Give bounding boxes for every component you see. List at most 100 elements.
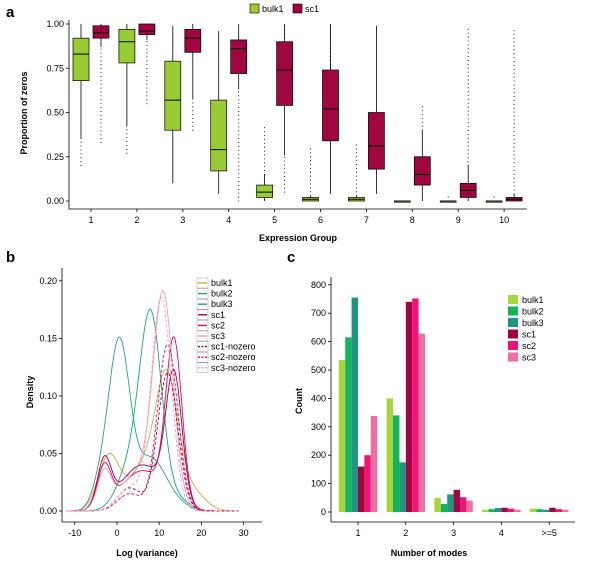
outlier-point [80,157,82,159]
legend-key-box-sc3-nozero [196,362,209,373]
outlier-point [100,106,102,109]
outlier-point [238,161,240,163]
outlier-point [467,133,469,135]
panel-c-ytick-label: 100 [311,479,326,489]
outlier-point [513,88,515,90]
outlier-point [513,41,515,43]
outlier-point [100,60,102,62]
outlier-point [284,156,286,158]
outlier-point [467,48,469,50]
panel-b-ytick-label: 0.05 [39,448,57,458]
outlier-point [238,91,240,93]
outlier-point [329,48,332,50]
outlier-point [513,123,515,125]
outlier-point [467,52,469,54]
outlier-point [238,173,240,175]
outlier-point [329,28,332,30]
outlier-point [146,48,148,50]
outlier-point [355,160,357,162]
outlier-point [513,84,515,86]
outlier-point [513,107,515,109]
panel-b-xlabel: Log (variance) [116,548,178,558]
outlier-point [264,131,266,133]
box-sc1-6 [322,69,339,142]
outlier-point [467,28,469,30]
legend-key-box-sc3 [196,330,209,342]
panel-a: a Proportion of zeros Expression Group 0… [6,3,527,243]
outlier-point [238,180,240,183]
legend-key-box-bulk1 [196,277,209,289]
outlier-point [513,173,515,175]
outlier-point [238,149,240,151]
bar-bulk3-1 [351,297,358,512]
outlier-point [467,44,469,46]
outlier-point [238,145,240,148]
bar-bulk1-3 [434,497,441,512]
box-sc1-5 [276,41,293,106]
panel-a-xtick-label: 4 [226,215,231,225]
box-bulk1-1 [72,37,90,81]
outlier-point [467,32,469,34]
outlier-point [513,189,515,191]
outlier-point [513,92,515,94]
outlier-point [100,142,102,144]
box-sc1-4 [230,39,248,74]
outlier-point [467,145,469,147]
outlier-point [467,79,469,81]
outlier-point [192,129,194,131]
outlier-point [100,103,102,105]
panel-c-ytick-label: 300 [311,422,326,432]
bar-sc2-3 [460,497,467,512]
panel-a-ytick-label: 0.00 [46,196,64,206]
outlier-point [355,187,357,189]
outlier-point [467,98,469,100]
outlier-point [192,102,194,104]
outlier-point [284,191,286,193]
outlier-point [513,96,515,98]
outlier-point [467,71,469,73]
outlier-point [284,183,286,185]
panel-b-xtick-label: 10 [154,528,164,538]
legend-label-bulk2: bulk2 [211,289,233,299]
outlier-point [100,99,102,101]
outlier-point [493,200,495,202]
panel-b: b Density Log (variance) 0.00 0.05 0.10 0.1… [6,249,262,558]
outlier-point [264,158,266,160]
outlier-point [238,188,240,190]
outlier-point [238,126,240,128]
panel-b-xtick-label: -10 [68,528,81,538]
panel-a-xtick-label: 7 [364,215,369,225]
outlier-point [100,126,102,128]
outlier-point [467,106,469,108]
bar-sc2->=5 [555,509,562,512]
outlier-point [284,172,286,174]
legend-key-bulk3 [508,318,518,327]
panel-c-xtick-label: 1 [355,528,360,538]
outlier-point [355,183,357,185]
outlier-point [126,137,128,139]
box-bulk1-2 [118,28,136,64]
panel-b-ytick-label: 0.10 [39,391,57,401]
outlier-point [467,153,469,155]
outlier-point [284,25,286,27]
outlier-point [421,114,423,116]
outlier-point [467,149,469,151]
outlier-point [284,164,286,166]
box-sc1-1 [92,25,110,39]
outlier-point [238,130,240,132]
outlier-point [355,195,357,197]
panel-a-legend: bulk1 sc1 [249,3,319,14]
outlier-point [513,154,515,156]
outlier-point [467,161,469,163]
outlier-point [467,137,469,139]
outlier-point [146,103,148,105]
panel-c: c Count Number of modes 0 100 200 300 400 500… [287,249,575,558]
outlier-point [264,146,266,148]
bar-bulk3-4 [495,508,502,512]
outlier-point [238,177,240,179]
legend-label-sc2: sc2 [211,320,225,330]
outlier-point [513,37,515,39]
outlier-point [513,49,515,51]
